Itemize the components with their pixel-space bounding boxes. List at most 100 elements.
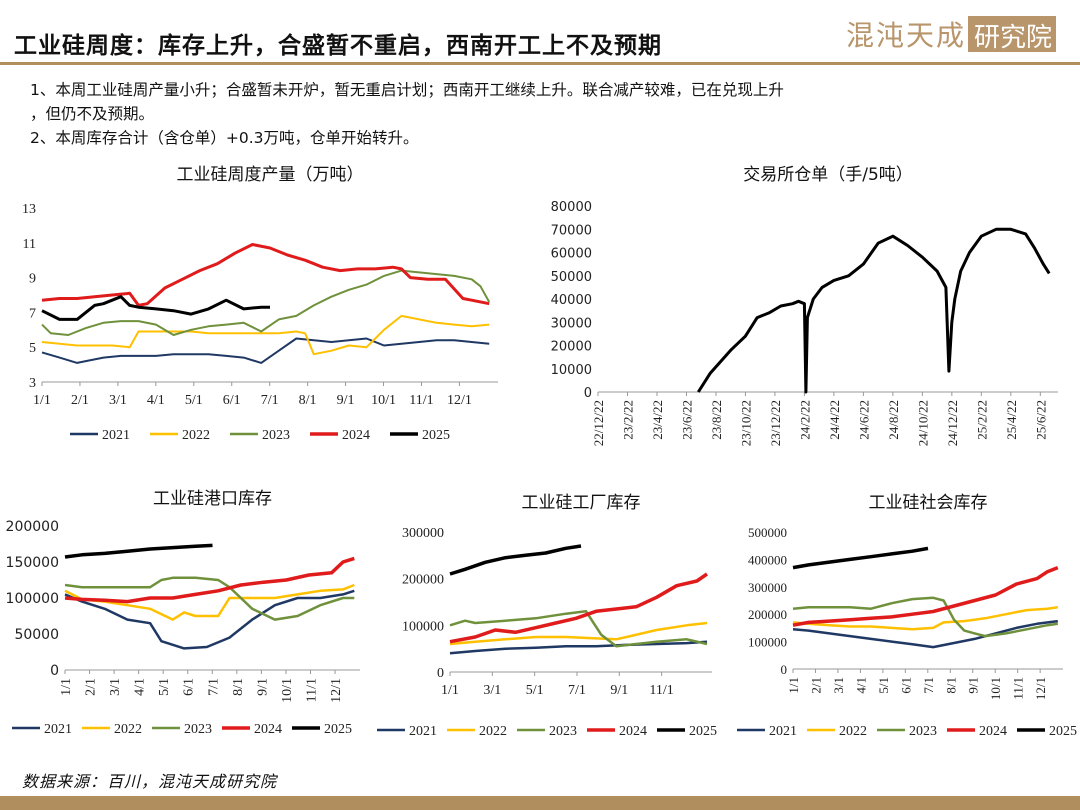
x-tick-label: 4/1: [147, 393, 165, 408]
x-tick-label: 24/6/22: [856, 400, 871, 440]
chart-social-inventory: 工业硅社会库存 0 100000 200000 300000 400000 500000 1/…: [725, 480, 1080, 770]
series-line-2025: [65, 545, 213, 557]
y-tick-label: 40000: [551, 293, 592, 308]
x-tick-label: 11/1: [649, 683, 673, 698]
y-tick-label: 100000: [6, 591, 59, 607]
y-tick-label: 60000: [551, 247, 592, 262]
legend-label-2023: 2023: [184, 722, 212, 737]
y-tick-label: 50000: [14, 627, 59, 643]
chart-weekly-output: 工业硅周度产量（万吨） 3 5 7 9 11 13 1/1 2/1 3/1 4/1 5/1 6/1 7/1…: [0, 158, 520, 458]
x-tick-label: 2/1: [84, 678, 99, 696]
chart-svg: 交易所仓单（手/5吨） 0 10000 20000 30000 40000 50000 600…: [540, 158, 1080, 470]
x-tick-label: 12/1: [447, 393, 472, 408]
x-tick-label: 23/10/22: [738, 400, 753, 446]
x-tick-label: 6/1: [223, 393, 241, 408]
x-tick-label: 1/1: [59, 678, 74, 696]
x-tick-label: 4/1: [133, 678, 148, 696]
x-tick-label: 2/1: [808, 677, 823, 694]
x-tick-label: 10/1: [371, 393, 396, 408]
y-tick-label: 0: [437, 666, 444, 681]
y-tick-label: 30000: [551, 316, 592, 331]
chart-svg: 工业硅港口库存0500001000001500002000001/1 2/1 3/1…: [0, 480, 365, 770]
chart-port-inventory: 工业硅港口库存 0 50000 100000 150000 200000 1/1 2/1 3/1…: [0, 480, 365, 770]
x-tick-label: 24/12/22: [945, 400, 960, 446]
y-tick-label: 20000: [551, 340, 592, 355]
x-tick-label: 23/4/22: [650, 400, 665, 440]
y-tick-label: 200000: [6, 519, 59, 535]
series-line-2024: [793, 568, 1058, 626]
x-tick-label: 24/2/22: [797, 400, 812, 440]
x-tick-label: 9/1: [610, 683, 628, 698]
x-tick-label: 8/1: [943, 677, 958, 694]
y-tick-label: 200000: [748, 607, 787, 622]
x-tick-label: 6/1: [182, 678, 197, 696]
x-tick-label: 11/1: [1011, 677, 1026, 700]
y-tick-label: 200000: [402, 573, 444, 588]
legend-label-2023: 2023: [909, 724, 937, 739]
x-tick-label: 23/2/22: [620, 400, 635, 440]
x-tick-label: 24/8/22: [886, 400, 901, 440]
y-tick-label: 100000: [402, 619, 444, 634]
chart-title: 工业硅周度产量（万吨）: [177, 165, 364, 185]
y-tick-label: 0: [781, 662, 788, 677]
x-tick-label: 24/10/22: [915, 400, 930, 446]
chart-title: 工业硅社会库存: [869, 493, 988, 513]
legend-label-2022: 2022: [114, 722, 142, 737]
x-tick-label: 3/1: [831, 677, 846, 694]
y-tick-label: 300000: [748, 580, 787, 595]
y-tick-label: 0: [584, 386, 592, 401]
x-tick-label: 9/1: [337, 393, 355, 408]
chart-factory-inventory: 工业硅工厂库存 0 100000 200000 300000 1/1 3/1 5/1 7/1 9/…: [365, 480, 725, 770]
bullet-1-cont: ，但仍不及预期。: [30, 102, 1060, 126]
series-line-2022: [793, 607, 1058, 629]
y-tick-label: 300000: [402, 526, 444, 541]
chart-title: 工业硅工厂库存: [522, 493, 641, 513]
legend-label-2021: 2021: [102, 428, 130, 443]
x-tick-label: 25/6/22: [1033, 400, 1048, 440]
y-tick-label: 11: [23, 237, 36, 252]
header: 工业硅周度：库存上升，合盛暂不重启，西南开工上不及预期 混沌天成 研究院: [0, 0, 1080, 64]
x-tick-label: 24/4/22: [827, 400, 842, 440]
x-tick-label: 3/1: [483, 683, 501, 698]
x-tick-label: 8/1: [299, 393, 317, 408]
y-tick-label: 70000: [551, 223, 592, 238]
x-tick-label: 23/6/22: [679, 400, 694, 440]
x-tick-label: 5/1: [876, 677, 891, 694]
x-tick-label: 1/1: [33, 393, 51, 408]
logo: 混沌天成 研究院: [846, 14, 1056, 54]
chart-title: 交易所仓单（手/5吨）: [743, 165, 913, 185]
legend-label-2025: 2025: [689, 724, 717, 739]
y-tick-label: 3: [29, 376, 36, 391]
series-line-2025: [793, 548, 928, 567]
logo-box-text: 研究院: [974, 17, 1052, 54]
y-tick-label: 9: [29, 272, 36, 287]
legend-label-2021: 2021: [769, 724, 797, 739]
x-tick-label: 8/1: [231, 678, 246, 696]
x-tick-label: 1/1: [441, 683, 459, 698]
x-tick-label: 4/1: [853, 677, 868, 694]
series-line-2022: [65, 585, 354, 620]
x-tick-label: 7/1: [921, 677, 936, 694]
legend-label-2023: 2023: [262, 428, 290, 443]
x-tick-label: 1/1: [786, 677, 801, 694]
x-tick-label: 3/1: [109, 393, 127, 408]
y-tick-label: 80000: [551, 200, 592, 215]
legend-label-2025: 2025: [324, 722, 352, 737]
x-tick-label: 25/4/22: [1004, 400, 1019, 440]
x-tick-label: 3/1: [108, 678, 123, 696]
x-tick-label: 7/1: [261, 393, 279, 408]
header-rule: [0, 62, 1080, 65]
legend-label-2021: 2021: [44, 722, 72, 737]
x-tick-label: 10/1: [280, 678, 295, 703]
y-tick-label: 10000: [551, 363, 592, 378]
x-tick-label: 7/1: [206, 678, 221, 696]
x-tick-label: 22/12/22: [591, 400, 606, 446]
legend-label-2021: 2021: [409, 724, 437, 739]
y-tick-label: 400000: [748, 552, 787, 567]
x-tick-label: 25/2/22: [974, 400, 989, 440]
series-line-2021: [450, 642, 707, 654]
y-tick-label: 7: [29, 306, 36, 321]
chart-title: 工业硅港口库存: [153, 489, 272, 509]
y-tick-label: 50000: [551, 270, 592, 285]
chart-svg: 工业硅周度产量（万吨） 3 5 7 9 11 13 1/1 2/1 3/1 4/1 5/1 6/1 7/1…: [0, 158, 520, 458]
